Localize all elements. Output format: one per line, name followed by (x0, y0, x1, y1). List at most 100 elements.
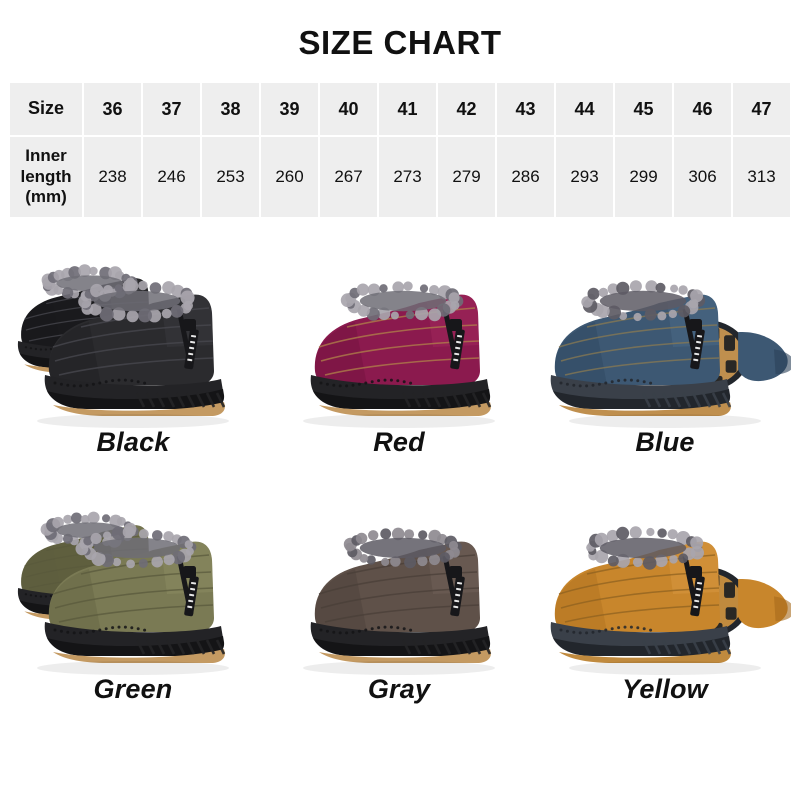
sole-perforation (30, 347, 32, 349)
size-cell-44: 44 (556, 83, 613, 135)
size-cell-42: 42 (438, 83, 495, 135)
sole-perforation (352, 384, 355, 387)
sole-perforation (86, 631, 89, 634)
sole-perforation (396, 626, 399, 629)
inner-length-cell-40: 267 (320, 137, 377, 217)
zipper-slider (449, 566, 462, 578)
size-chart-page: SIZE CHART Size 36 37 38 39 40 41 42 43 44 45 46 47… (0, 0, 800, 800)
sole-perforation (54, 382, 57, 385)
sole-perforation (320, 629, 323, 632)
sole-perforation (560, 629, 563, 632)
colorway-label-red: Red (373, 427, 425, 458)
sole-perforation (25, 346, 27, 348)
sole-perforation (630, 626, 633, 629)
size-cell-36: 36 (84, 83, 141, 135)
sole-perforation (384, 379, 387, 382)
sole-perforation (66, 384, 69, 387)
sole-perforation (579, 384, 582, 387)
sole-perforation (79, 631, 82, 634)
sole-perforation (630, 379, 633, 382)
inner-length-cell-43: 286 (497, 137, 554, 217)
sole-perforation (364, 382, 367, 385)
sole-perforation (384, 626, 387, 629)
colorway-cell-red[interactable]: Red (266, 241, 532, 488)
zipper-slider (183, 566, 196, 578)
sole-perforation (137, 627, 140, 630)
ground-shadow (569, 414, 761, 428)
sole-perforation (560, 382, 563, 385)
sole-perforation (130, 626, 133, 629)
colorway-cell-black[interactable]: Black (0, 241, 266, 488)
zipper-slider (689, 319, 702, 331)
boot-image-black (7, 241, 259, 431)
colorway-cell-yellow[interactable]: Yellow (532, 488, 798, 735)
sole-perforation (396, 379, 399, 382)
sole-perforation (92, 383, 95, 386)
sole-perforation (40, 348, 42, 350)
table-row-inner-length: Inner length (mm) 238 246 253 260 267 273 279 2… (10, 137, 790, 217)
colorway-label-blue: Blue (635, 427, 694, 458)
colorway-label-green: Green (93, 674, 172, 705)
row-label-inner-length: Inner length (mm) (10, 137, 82, 217)
sole-perforation (54, 629, 57, 632)
traction-lug-5 (726, 607, 737, 619)
sole-perforation (79, 384, 82, 387)
size-cell-47: 47 (733, 83, 790, 135)
sole-perforation (45, 348, 47, 350)
sole-perforation (566, 383, 569, 386)
sole-perforation (50, 595, 52, 597)
sole-perforation (572, 384, 575, 387)
sole-perforation (118, 379, 121, 382)
page-title: SIZE CHART (0, 0, 800, 59)
sole-perforation (611, 627, 614, 630)
inner-length-line-2: length (10, 167, 82, 188)
colorway-label-gray: Gray (368, 674, 430, 705)
zipper-slider (449, 319, 462, 331)
sole-perforation (604, 629, 607, 632)
sole-perforation (636, 626, 639, 629)
sole-perforation (339, 384, 342, 387)
sole-perforation (364, 629, 367, 632)
boot (311, 295, 491, 416)
colorway-cell-gray[interactable]: Gray (266, 488, 532, 735)
inner-length-cell-41: 273 (379, 137, 436, 217)
size-cell-45: 45 (615, 83, 672, 135)
sole-perforation (30, 594, 32, 596)
size-cell-43: 43 (497, 83, 554, 135)
sole-perforation (390, 626, 393, 629)
row-label-size: Size (10, 83, 82, 135)
inner-length-cell-47: 313 (733, 137, 790, 217)
sole-perforation (118, 626, 121, 629)
sole-perforation (624, 626, 627, 629)
colorway-grid: Black Red Blue Green Gray Yellow (0, 241, 800, 735)
sole-perforation (332, 384, 335, 387)
ground-shadow (37, 661, 229, 675)
sole-perforation (598, 383, 601, 386)
inner-length-cell-37: 246 (143, 137, 200, 217)
size-chart-table-wrapper: Size 36 37 38 39 40 41 42 43 44 45 46 47 Inner leng… (8, 81, 792, 219)
traction-lug-2 (724, 335, 735, 351)
sole-perforation (604, 382, 607, 385)
sole-perforation (137, 380, 140, 383)
traction-lug-2 (724, 582, 735, 598)
ground-shadow (37, 414, 229, 428)
size-cell-37: 37 (143, 83, 200, 135)
sole-perforation (649, 629, 652, 632)
sole-perforation (143, 382, 146, 385)
sole-perforation (50, 348, 52, 350)
sole-perforation (60, 383, 63, 386)
colorway-cell-green[interactable]: Green (0, 488, 266, 735)
sole-perforation (592, 384, 595, 387)
sole-perforation (345, 384, 348, 387)
sole-perforation (73, 384, 76, 387)
sole-perforation (130, 379, 133, 382)
sole-perforation (617, 626, 620, 629)
sole-perforation (40, 595, 42, 597)
sole-perforation (377, 379, 380, 382)
boot (311, 542, 491, 663)
colorway-cell-blue[interactable]: Blue (532, 241, 798, 488)
sole-perforation (326, 630, 329, 633)
sole-perforation (98, 629, 101, 632)
size-cell-39: 39 (261, 83, 318, 135)
colorway-label-yellow: Yellow (622, 674, 708, 705)
